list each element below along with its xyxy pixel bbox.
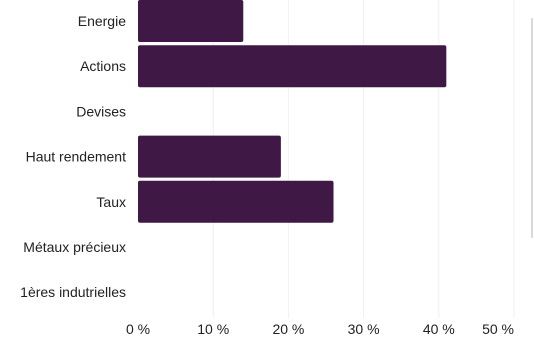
- category-label: Taux: [96, 194, 126, 210]
- bars: [138, 0, 447, 223]
- category-labels: Energie Actions Devises Haut rendement Taux M…: [20, 13, 126, 300]
- category-label: Haut rendement: [26, 149, 127, 165]
- category-label: Actions: [80, 58, 126, 74]
- x-tick-label: 50 %: [482, 321, 514, 337]
- bar[interactable]: [138, 45, 447, 88]
- x-tick-label: 20 %: [272, 321, 304, 337]
- bar[interactable]: [138, 180, 334, 223]
- category-label: 1ères indutrielles: [20, 284, 126, 300]
- x-tick-label: 30 %: [348, 321, 380, 337]
- category-label: Energie: [78, 13, 126, 29]
- bar[interactable]: [138, 135, 281, 178]
- x-tick-label: 40 %: [423, 321, 455, 337]
- category-label: Métaux précieux: [23, 239, 126, 255]
- x-tick-label: 0 %: [126, 321, 150, 337]
- x-axis-tick-labels: 0 % 10 % 20 % 30 % 40 % 50 %: [126, 321, 514, 337]
- bar[interactable]: [138, 0, 244, 42]
- category-label: Devises: [76, 103, 126, 119]
- scrollbar[interactable]: [531, 18, 533, 238]
- x-tick-label: 10 %: [197, 321, 229, 337]
